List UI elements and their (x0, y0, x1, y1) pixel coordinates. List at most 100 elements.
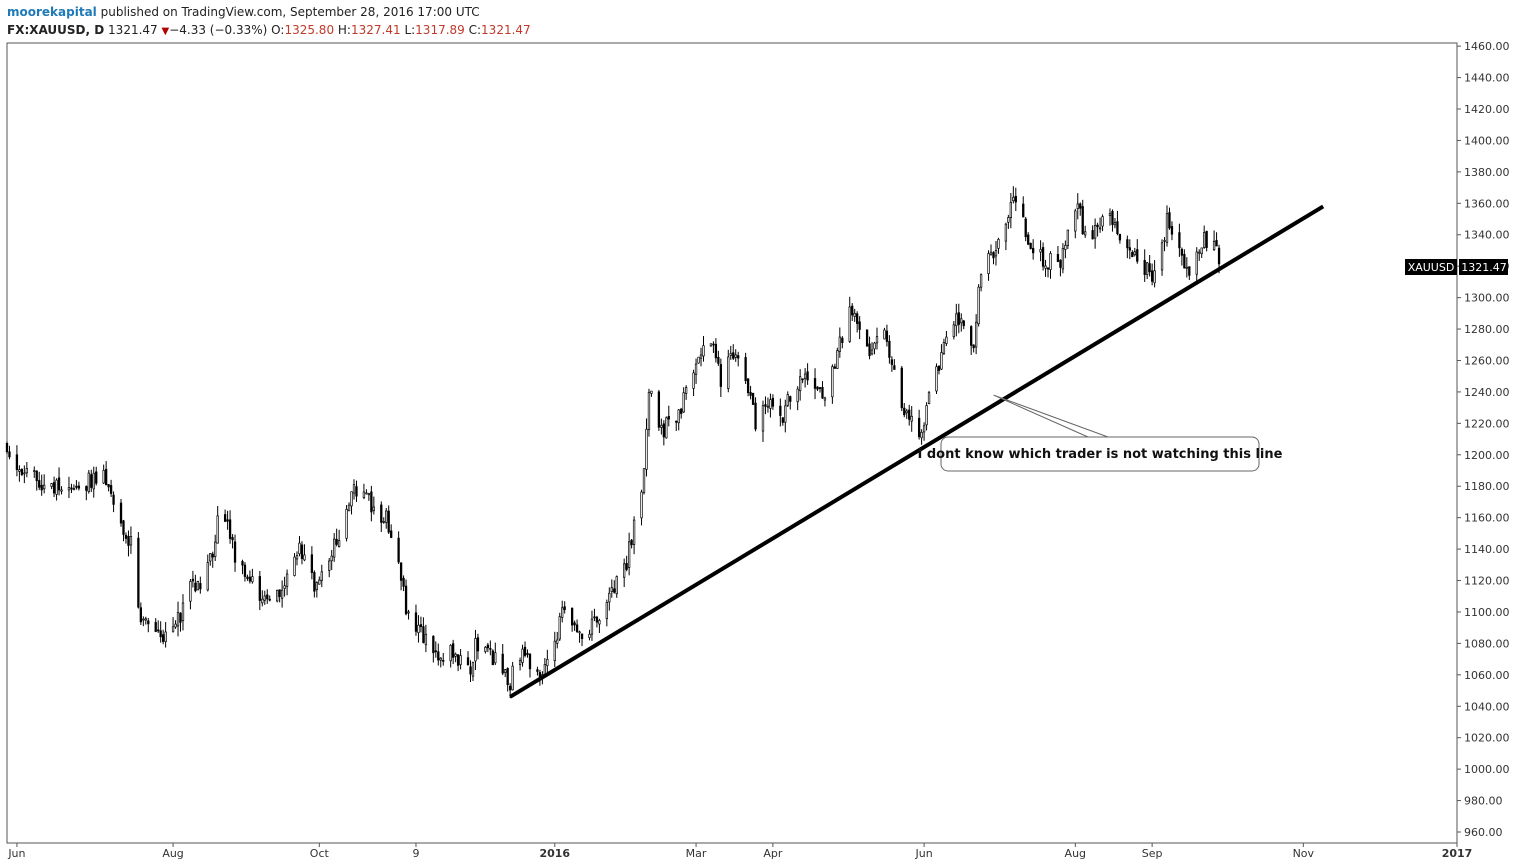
candle-body (330, 555, 333, 562)
candle-body (122, 520, 125, 535)
high-value: 1327.41 (350, 23, 401, 37)
candle-body (610, 587, 613, 592)
candle-body (112, 494, 115, 505)
candle-body (868, 343, 871, 357)
candle-body (645, 428, 648, 470)
candle-body (816, 386, 819, 390)
candle-body (509, 685, 512, 691)
candle-body (397, 537, 400, 563)
candle-body (52, 482, 56, 494)
candle-body (372, 506, 375, 511)
candle-body (347, 504, 351, 512)
y-tick-label: 1440.00 (1464, 72, 1510, 85)
candle-body (910, 415, 913, 422)
candle-body (404, 585, 408, 615)
candle-body (945, 336, 948, 344)
candle-body (424, 633, 428, 646)
candle-body (5, 442, 9, 453)
candle-body (1113, 222, 1117, 226)
candle-body (660, 424, 663, 428)
candle-body (382, 521, 385, 523)
candle-body (841, 337, 844, 344)
y-tick-label: 1080.00 (1464, 637, 1510, 650)
annotation-callout[interactable]: I dont know which trader is not watching… (918, 394, 1283, 472)
x-axis[interactable]: Jun Aug Oct 9 2016 Mar Apr Jun Aug Sep Nov 2017 (7, 843, 1472, 860)
candle-body (407, 611, 410, 614)
candle-body (171, 626, 175, 632)
candle-body (243, 564, 247, 577)
candle-body (55, 479, 58, 495)
candle-body (935, 366, 938, 392)
candle-body (1064, 244, 1067, 250)
price-label-value: 1321.47 (1461, 261, 1507, 274)
candle-body (328, 560, 331, 571)
y-tick-label: 1140.00 (1464, 543, 1510, 556)
candle-body (189, 581, 192, 602)
candle-body (335, 538, 338, 545)
callout-leader (993, 394, 1109, 438)
trend-line[interactable] (509, 204, 1325, 699)
author-link[interactable]: moorekapital (7, 5, 97, 19)
candle-body (417, 624, 420, 634)
open-value: 1325.80 (284, 23, 335, 37)
candle-body (1108, 213, 1112, 217)
candle-body (75, 485, 78, 488)
candle-body (390, 530, 393, 538)
candle-body (888, 340, 891, 358)
candle-body (781, 417, 784, 423)
candle-body (769, 399, 772, 409)
candle-body (385, 510, 388, 523)
candle-body (729, 353, 732, 356)
candle-body (241, 561, 244, 566)
candle-body (623, 563, 626, 578)
candle-body (231, 537, 234, 541)
candle-body (570, 607, 574, 626)
candle-body (1066, 229, 1070, 246)
candle-body (70, 487, 73, 490)
candle-body (1146, 262, 1149, 275)
candle-body (786, 394, 789, 406)
candle-body (1200, 247, 1203, 255)
candle-body (1061, 248, 1065, 270)
candle-body (922, 425, 926, 433)
candle-body (665, 417, 668, 439)
candle-body (1126, 239, 1129, 249)
candle-body (1217, 247, 1221, 265)
candle-body (365, 492, 368, 495)
y-tick-label: 1340.00 (1464, 229, 1510, 242)
y-tick-label: 1040.00 (1464, 700, 1510, 713)
candle-body (127, 535, 130, 546)
candle-body (908, 409, 911, 420)
candle-body (199, 583, 202, 590)
candle-body (799, 376, 802, 392)
ohlc-line: FX:XAUUSD, D 1321.47 ▼−4.33 (−0.33%) O:1… (7, 21, 1507, 41)
candle-body (179, 612, 182, 623)
candle-body (952, 324, 955, 338)
candle-body (970, 326, 973, 346)
candle-body (434, 650, 437, 653)
candle-body (667, 416, 670, 420)
y-axis[interactable]: 960.00 980.00 1000.00 1020.00 1040.00 1060.00… (1457, 40, 1510, 839)
candle-body (1111, 211, 1114, 225)
candle-body (504, 669, 507, 673)
candle-body (732, 352, 735, 359)
candle-body (261, 598, 264, 604)
candle-body (588, 633, 591, 638)
candle-body (806, 371, 809, 381)
candle-body (452, 643, 455, 658)
candles-layer (5, 186, 1221, 699)
candle-body (8, 451, 11, 458)
candle-body (43, 484, 46, 490)
candle-body (85, 486, 88, 491)
candle-body (206, 562, 209, 591)
candle-body (1160, 242, 1164, 271)
candle-body (1168, 212, 1171, 229)
y-tick-label: 1240.00 (1464, 386, 1510, 399)
candle-body (838, 336, 841, 352)
candle-body (692, 372, 695, 389)
candle-body (833, 366, 837, 369)
candle-body (1131, 252, 1134, 257)
candle-body (1079, 203, 1082, 209)
candle-body (974, 321, 978, 348)
